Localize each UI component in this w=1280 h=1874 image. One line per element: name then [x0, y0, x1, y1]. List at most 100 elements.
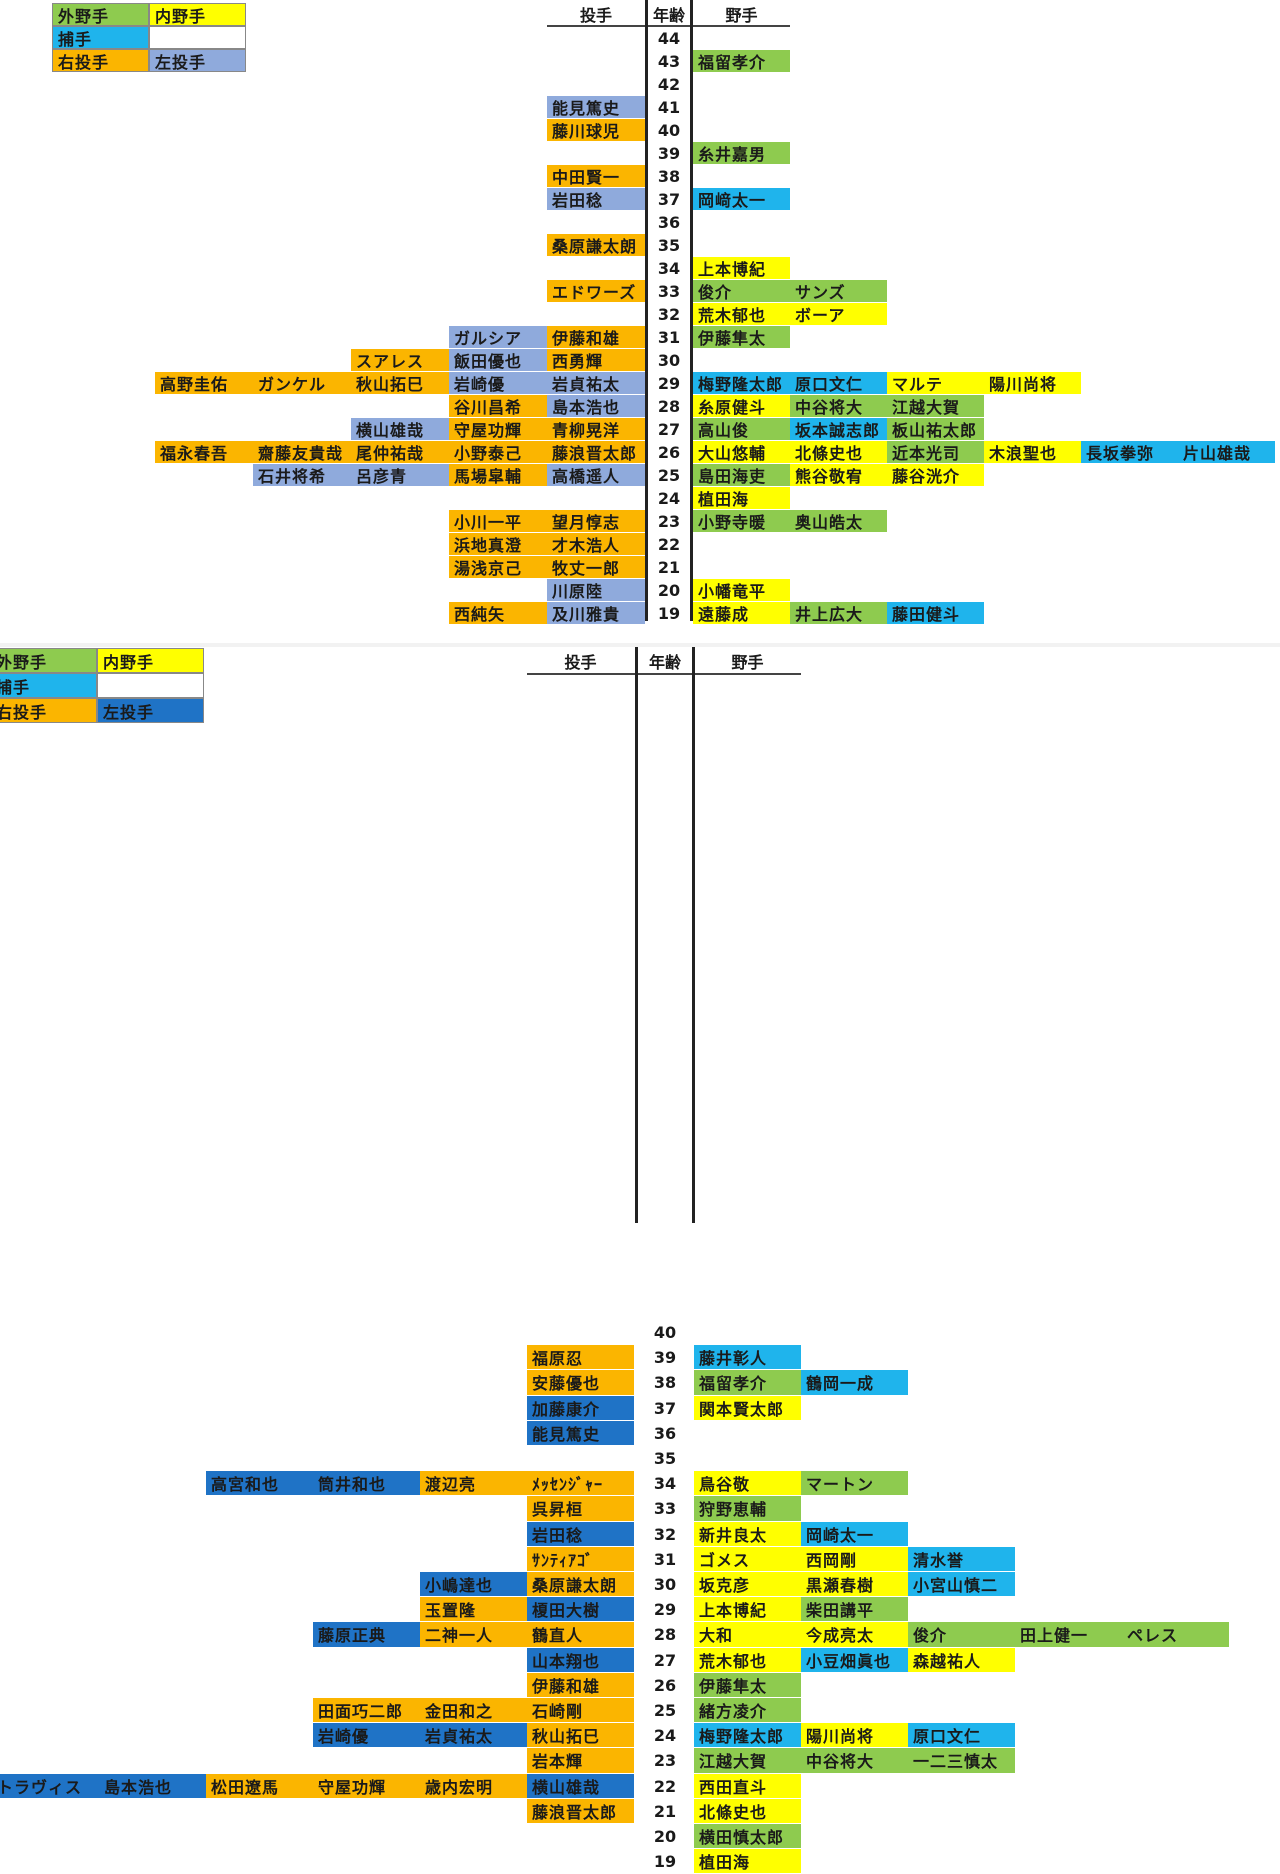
age-label: 23	[653, 1751, 677, 1771]
fielder-cell: 中谷将大	[790, 395, 887, 417]
age-column-left-line	[645, 0, 648, 621]
fielder-cell: 井上広大	[790, 602, 887, 624]
fielder-cell: 近本光司	[887, 441, 984, 463]
pitcher-cell: 島本浩也	[99, 1773, 206, 1798]
fielder-cell: 横田慎太郎	[694, 1824, 801, 1849]
fielder-cell: 板山祐太郎	[887, 418, 984, 440]
pitcher-cell: 福原忍	[527, 1345, 634, 1370]
legend-item: 左投手	[97, 698, 204, 723]
fielder-cell: 北條史也	[790, 441, 887, 463]
fielder-cell: 糸井嘉男	[693, 142, 790, 164]
fielder-cell: 伊藤隼太	[694, 1672, 801, 1697]
fielder-cell: 柴田講平	[801, 1597, 908, 1622]
pitcher-cell: ﾒｯｾﾝｼﾞｬｰ	[527, 1471, 634, 1496]
pitcher-cell: 高野圭佑	[155, 372, 253, 394]
pitcher-header: 投手	[579, 6, 612, 25]
age-column-right-line	[692, 647, 695, 1223]
fielder-cell: 藤谷洸介	[887, 464, 984, 486]
pitcher-cell: 歳内宏明	[420, 1773, 527, 1798]
pitcher-cell: 松田遼馬	[206, 1773, 313, 1798]
fielder-cell: 植田海	[694, 1849, 801, 1874]
pitcher-cell: ｻﾝﾃｨｱｺﾞ	[527, 1546, 634, 1571]
fielder-cell: 西田直斗	[694, 1773, 801, 1798]
age-label: 43	[657, 52, 681, 71]
age-label: 33	[653, 1499, 677, 1519]
fielder-cell: 藤田健斗	[887, 602, 984, 624]
fielder-cell: 高山俊	[693, 418, 790, 440]
pitcher-cell: 藤原正典	[313, 1622, 420, 1647]
age-label: 36	[653, 1423, 677, 1443]
pitcher-cell: トラヴィス	[0, 1773, 99, 1798]
pitcher-cell: 飯田優也	[449, 349, 547, 371]
age-label: 35	[653, 1449, 677, 1469]
fielder-cell: 江越大賀	[887, 395, 984, 417]
fielder-cell: 荒木郁也	[694, 1647, 801, 1672]
age-label: 22	[653, 1776, 677, 1796]
age-label: 38	[657, 167, 681, 186]
pitcher-cell: 鶴直人	[527, 1622, 634, 1647]
pitcher-cell: 岩崎優	[313, 1723, 420, 1748]
fielder-cell: 梅野隆太郎	[693, 372, 790, 394]
age-label: 23	[657, 512, 681, 531]
fielder-cell: 陽川尚将	[801, 1723, 908, 1748]
fielder-cell: 原口文仁	[908, 1723, 1015, 1748]
pitcher-cell: 岩本輝	[527, 1748, 634, 1773]
age-label: 22	[657, 535, 681, 554]
legend-item: 内野手	[97, 648, 204, 673]
pitcher-cell: 桑原謙太朗	[527, 1572, 634, 1597]
age-column-right-line	[690, 0, 693, 621]
pitcher-cell: ガルシア	[449, 326, 547, 348]
pitcher-cell: 榎田大樹	[527, 1597, 634, 1622]
pitcher-cell: 小嶋達也	[420, 1572, 527, 1597]
fielder-cell: 今成亮太	[801, 1622, 908, 1647]
roster-chart-top: 外野手 内野手 捕手 右投手 左投手 投手 年齢 野手 44 43 福留孝介 42 41 能見篤史 40 藤川…	[0, 0, 1280, 643]
age-label: 25	[657, 466, 681, 485]
age-label: 40	[657, 121, 681, 140]
fielder-cell: 陽川尚将	[984, 372, 1081, 394]
pitcher-cell: 筒井和也	[313, 1471, 420, 1496]
pitcher-cell: 浜地真澄	[449, 533, 547, 555]
age-label: 39	[657, 144, 681, 163]
fielder-cell: 上本博紀	[694, 1597, 801, 1622]
fielder-cell: マートン	[801, 1471, 908, 1496]
pitcher-cell: 馬場皐輔	[449, 464, 547, 486]
pitcher-cell: 島本浩也	[547, 395, 645, 417]
fielder-cell: 小宮山慎二	[908, 1572, 1015, 1597]
age-label: 39	[653, 1348, 677, 1368]
pitcher-cell: 牧丈一郎	[547, 556, 645, 578]
pitcher-cell: 能見篤史	[527, 1420, 634, 1445]
legend-item: 左投手	[149, 49, 246, 72]
pitcher-cell: 守屋功輝	[449, 418, 547, 440]
pitcher-cell: 福永春吾	[155, 441, 253, 463]
fielder-cell: 荒木郁也	[693, 303, 790, 325]
age-label: 26	[657, 443, 681, 462]
fielder-cell: 伊藤隼太	[693, 326, 790, 348]
pitcher-cell: 西勇輝	[547, 349, 645, 371]
fielder-cell: 緒方凌介	[694, 1698, 801, 1723]
pitcher-cell: 尾仲祐哉	[351, 441, 449, 463]
fielder-cell: 北條史也	[694, 1798, 801, 1823]
age-label: 27	[657, 420, 681, 439]
pitcher-cell: 岩崎優	[449, 372, 547, 394]
age-label: 30	[653, 1575, 677, 1595]
age-label: 25	[653, 1701, 677, 1721]
pitcher-cell: スアレス	[351, 349, 449, 371]
pitcher-cell: 川原陸	[547, 579, 645, 601]
fielder-cell: 坂克彦	[694, 1572, 801, 1597]
pitcher-cell: 小川一平	[449, 510, 547, 532]
age-label: 40	[653, 1323, 677, 1343]
age-label: 30	[657, 351, 681, 370]
fielder-cell: 島田海吏	[693, 464, 790, 486]
pitcher-cell: 加藤康介	[527, 1395, 634, 1420]
pitcher-cell: 安藤優也	[527, 1370, 634, 1395]
fielder-cell: 長坂拳弥	[1081, 441, 1178, 463]
pitcher-cell: 守屋功輝	[313, 1773, 420, 1798]
fielder-cell: 木浪聖也	[984, 441, 1081, 463]
fielder-cell: 狩野恵輔	[694, 1496, 801, 1521]
legend-item: 外野手	[52, 3, 149, 26]
fielder-cell: 西岡剛	[801, 1546, 908, 1571]
pitcher-cell: 玉置隆	[420, 1597, 527, 1622]
pitcher-cell: 及川雅貴	[547, 602, 645, 624]
fielder-cell: 森越祐人	[908, 1647, 1015, 1672]
age-label: 37	[653, 1398, 677, 1418]
